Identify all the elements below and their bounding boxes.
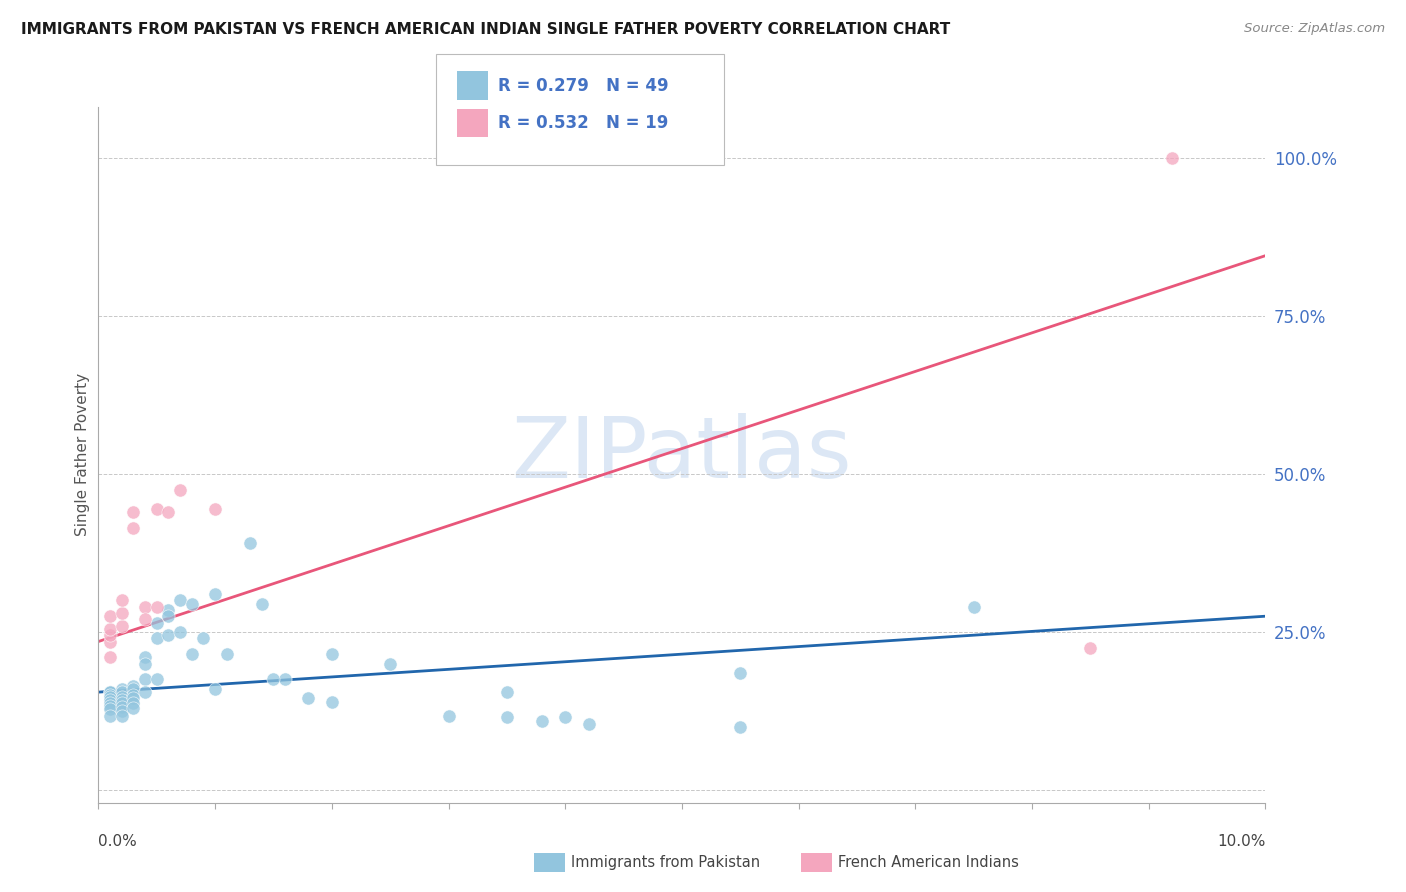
Text: R = 0.532   N = 19: R = 0.532 N = 19 [498,114,668,132]
Point [321,695,343,709]
Point [122,681,145,696]
Point [321,647,343,661]
Point [146,501,169,516]
Point [262,673,284,687]
Point [157,609,180,624]
Point [146,599,169,614]
Point [728,666,751,681]
Point [378,657,402,671]
Point [204,501,226,516]
Point [98,634,121,648]
Point [169,593,191,607]
Point [122,679,145,693]
Point [134,612,156,626]
Point [98,609,121,624]
Text: ZIPatlas: ZIPatlas [512,413,852,497]
Point [274,673,297,687]
Point [98,699,121,714]
Point [204,587,226,601]
Point [1161,151,1184,165]
Point [297,691,319,706]
Point [122,701,145,715]
Point [134,657,156,671]
Point [146,615,169,630]
Point [495,685,517,699]
Point [122,521,145,535]
Point [111,593,134,607]
Point [962,599,984,614]
Point [122,691,145,706]
Point [146,632,169,646]
Point [98,690,121,704]
Text: 10.0%: 10.0% [1218,834,1265,849]
Text: 0.0%: 0.0% [98,834,138,849]
Point [239,536,262,550]
Point [554,710,576,724]
Point [98,688,121,702]
Point [250,597,273,611]
Point [98,685,121,699]
Point [111,708,134,723]
Text: French American Indians: French American Indians [838,855,1019,870]
Point [495,710,517,724]
Point [134,685,156,699]
Point [180,647,202,661]
Text: Source: ZipAtlas.com: Source: ZipAtlas.com [1244,22,1385,36]
Text: Immigrants from Pakistan: Immigrants from Pakistan [571,855,761,870]
Point [215,647,238,661]
Point [111,693,134,707]
Point [122,688,145,702]
Point [98,628,121,642]
Point [111,606,134,620]
Point [134,599,156,614]
Point [157,603,180,617]
Y-axis label: Single Father Poverty: Single Father Poverty [75,374,90,536]
Point [146,673,169,687]
Point [111,704,134,718]
Point [111,685,134,699]
Point [98,685,121,699]
Point [98,693,121,707]
Text: R = 0.279   N = 49: R = 0.279 N = 49 [498,77,668,95]
Point [134,673,156,687]
Point [578,716,600,731]
Point [122,696,145,710]
Point [530,714,553,728]
Point [98,696,121,710]
Point [157,628,180,642]
Point [98,650,121,665]
Point [437,708,460,723]
Point [169,625,191,640]
Text: IMMIGRANTS FROM PAKISTAN VS FRENCH AMERICAN INDIAN SINGLE FATHER POVERTY CORRELA: IMMIGRANTS FROM PAKISTAN VS FRENCH AMERI… [21,22,950,37]
Point [111,681,134,696]
Point [122,505,145,519]
Point [98,702,121,716]
Point [98,685,121,699]
Point [111,699,134,714]
Point [134,650,156,665]
Point [111,690,134,704]
Point [98,708,121,723]
Point [728,720,751,734]
Point [111,618,134,632]
Point [98,622,121,636]
Point [180,597,202,611]
Point [111,696,134,710]
Point [1080,640,1102,655]
Point [193,632,215,646]
Point [204,681,226,696]
Point [157,505,180,519]
Point [169,483,191,497]
